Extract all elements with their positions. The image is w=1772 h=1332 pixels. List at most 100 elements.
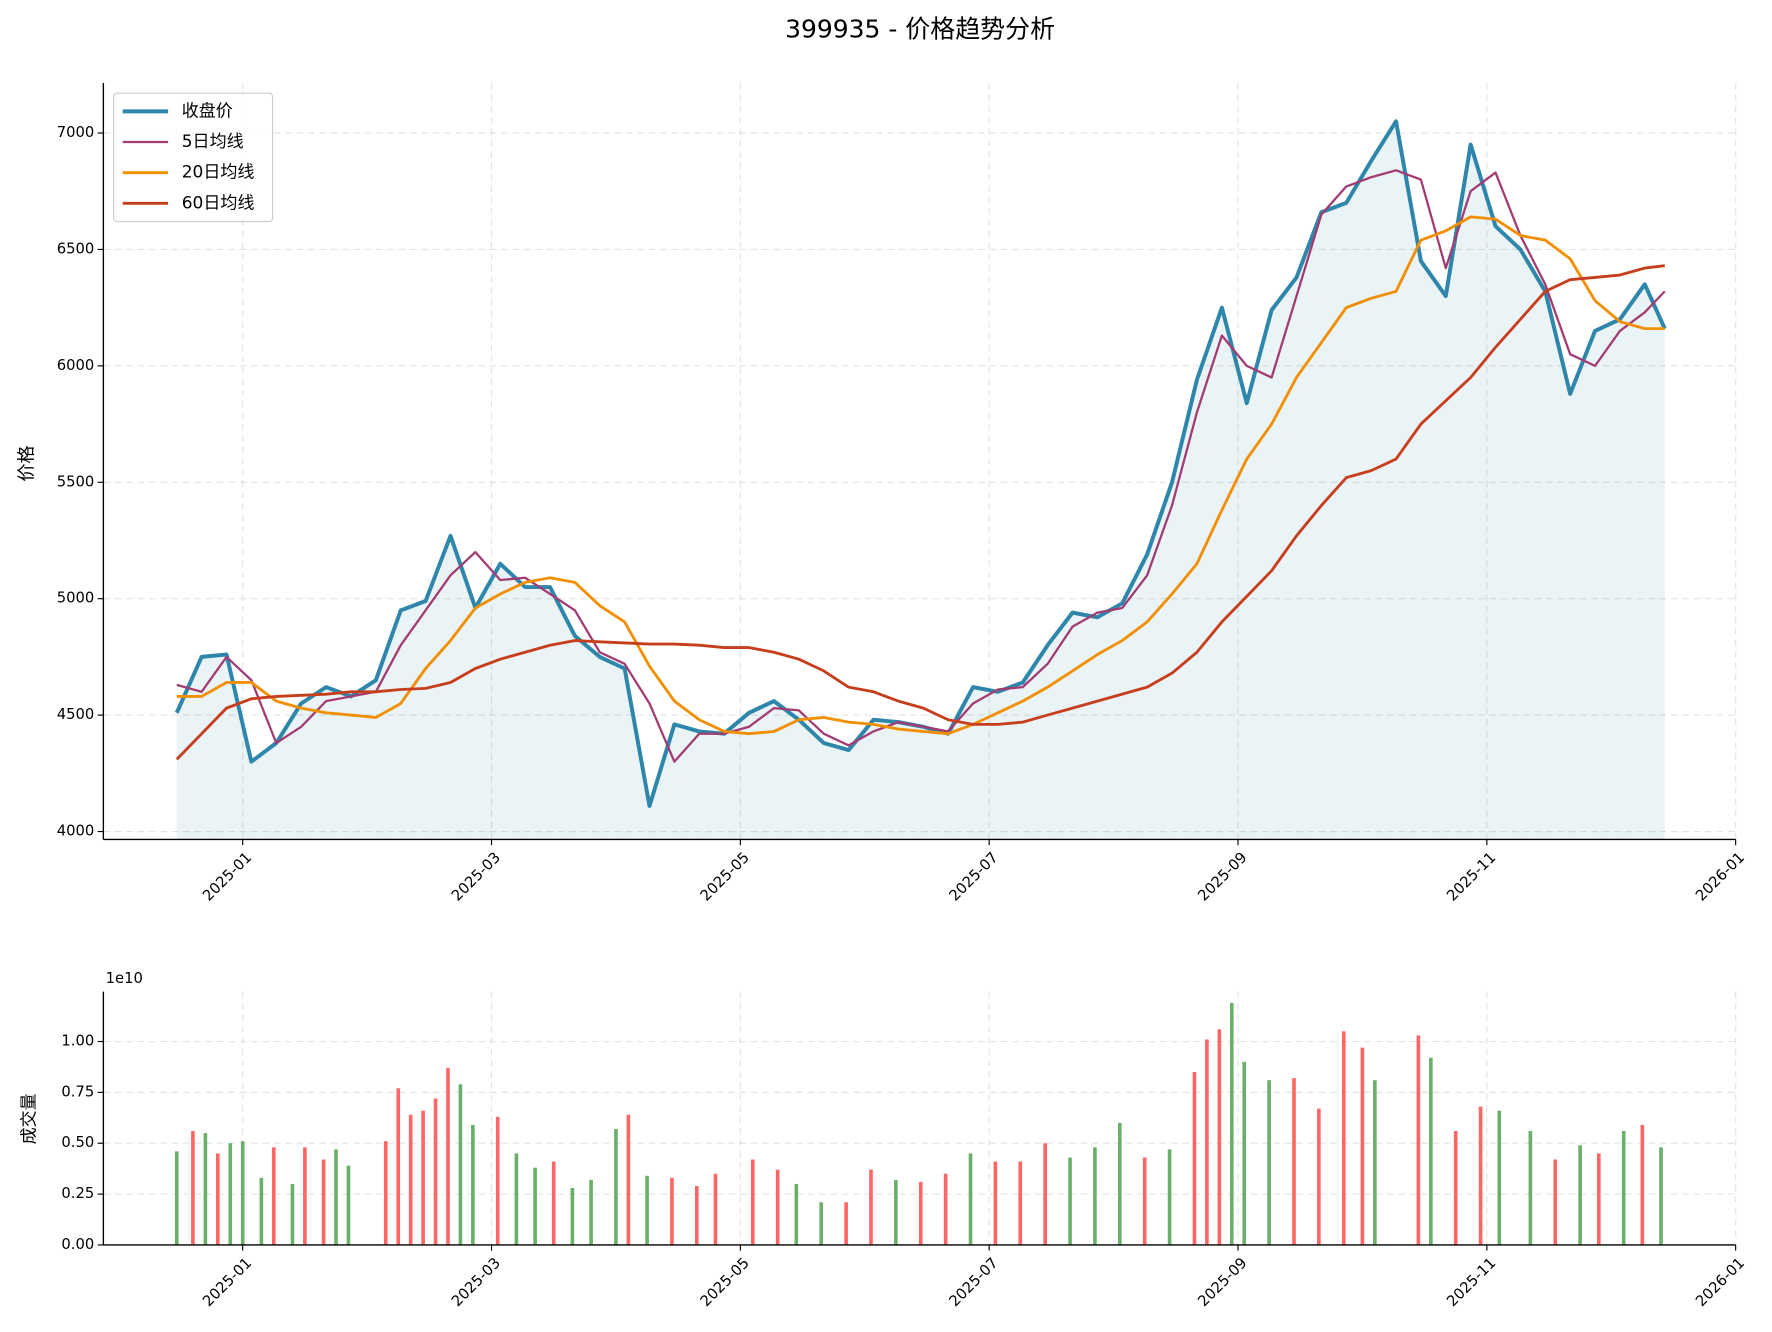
volume-bar: [819, 1202, 824, 1245]
legend: 收盘价 5日均线 20日均线 60日均线: [113, 92, 274, 223]
volume-bar: [1553, 1159, 1558, 1245]
volume-bar: [191, 1131, 195, 1245]
volume-bar: [1217, 1029, 1222, 1245]
volume-bar: [321, 1159, 326, 1245]
volume-bar: [1659, 1147, 1663, 1245]
x-tick-label: 2025-07: [946, 849, 1002, 905]
volume-bar: [1142, 1157, 1147, 1245]
y-tick-label: 6000: [57, 357, 95, 374]
volume-bar: [918, 1181, 923, 1245]
volume-bar: [533, 1167, 537, 1245]
x-tick-label: 2025-05: [697, 849, 753, 905]
volume-bar: [1167, 1149, 1172, 1245]
volume-bar: [1478, 1106, 1483, 1245]
volume-bar: [750, 1159, 755, 1245]
volume-bar: [1621, 1131, 1626, 1245]
x-tick-label: 2026-01: [1693, 1255, 1749, 1311]
volume-bar: [1242, 1061, 1247, 1245]
volume-bar: [495, 1116, 500, 1245]
volume-bar: [203, 1133, 208, 1245]
y-axis-label: 成交量: [20, 1093, 40, 1144]
volume-bar: [1267, 1080, 1271, 1245]
volume-bar: [408, 1114, 413, 1245]
y-tick-label: 6500: [57, 240, 95, 257]
volume-bar: [514, 1153, 519, 1245]
volume-bar: [1528, 1131, 1533, 1245]
y-tick-label: 5000: [57, 590, 95, 607]
volume-bar: [1292, 1078, 1296, 1245]
x-tick-label: 2025-11: [1444, 1255, 1500, 1311]
volume-bar: [1192, 1072, 1197, 1245]
x-tick-label: 2025-09: [1195, 849, 1251, 905]
legend-label: 收盘价: [182, 101, 233, 121]
volume-bar: [240, 1141, 245, 1245]
volume-bar: [346, 1165, 351, 1245]
x-tick-label: 2025-03: [448, 849, 504, 905]
volume-bar: [259, 1177, 264, 1245]
volume-bar: [968, 1153, 973, 1245]
y-tick-label: 0.00: [61, 1236, 94, 1253]
x-tick-label: 2025-01: [200, 849, 256, 905]
x-tick-label: 2026-01: [1693, 849, 1749, 905]
volume-bar: [775, 1169, 780, 1245]
volume-bar: [458, 1084, 463, 1245]
volume-bar: [290, 1183, 295, 1245]
volume-bar: [1360, 1047, 1365, 1245]
price-area: [176, 121, 1665, 840]
y-tick-label: 7000: [57, 124, 95, 141]
volume-bar: [174, 1151, 179, 1245]
volume-bar: [943, 1173, 948, 1245]
volume-bar: [713, 1173, 718, 1245]
volume-bar: [471, 1124, 475, 1245]
volume-bar: [1117, 1122, 1122, 1245]
y-tick-label: 1.00: [61, 1033, 94, 1050]
volume-bar: [645, 1175, 649, 1245]
volume-bar: [1341, 1031, 1346, 1245]
legend-box: [113, 92, 274, 223]
y-tick-label: 5500: [57, 473, 95, 490]
y-tick-label: 0.75: [61, 1083, 94, 1100]
volume-bar: [1018, 1161, 1023, 1245]
series-line: [176, 215, 1665, 736]
y-tick-label: 0.50: [61, 1134, 94, 1151]
legend-label: 5日均线: [182, 132, 244, 152]
volume-bar: [271, 1147, 276, 1245]
volume-bar: [1429, 1057, 1433, 1245]
x-tick-label: 2025-01: [200, 1255, 256, 1311]
volume-bar: [869, 1169, 873, 1245]
volume-bar: [421, 1110, 425, 1245]
volume-bar: [1229, 1002, 1234, 1245]
volume-bar: [844, 1202, 848, 1245]
volume-bar: [894, 1179, 898, 1245]
volume-bar: [334, 1149, 338, 1245]
x-tick-label: 2025-05: [697, 1255, 753, 1311]
volume-bar: [1497, 1110, 1502, 1245]
x-tick-label: 2025-07: [946, 1255, 1002, 1311]
y-axis-label: 价格: [16, 445, 37, 481]
volume-bar: [1596, 1153, 1601, 1245]
y-tick-label: 4000: [57, 823, 95, 840]
volume-bar: [1093, 1147, 1097, 1245]
series-line: [176, 169, 1666, 763]
volume-bar: [551, 1161, 556, 1245]
volume-bar: [1453, 1131, 1458, 1245]
volume-bar: [1317, 1108, 1321, 1245]
series-line: [175, 264, 1665, 761]
volume-bar: [216, 1153, 220, 1245]
volume-bar: [1640, 1124, 1645, 1245]
volume-bar: [670, 1177, 674, 1245]
volume-bar: [396, 1088, 401, 1245]
x-tick-label: 2025-03: [448, 1255, 504, 1311]
legend-label: 20日均线: [182, 163, 255, 183]
volume-bar: [446, 1067, 450, 1245]
volume-bar: [993, 1161, 998, 1245]
volume-bar: [383, 1141, 388, 1245]
x-tick-label: 2025-11: [1444, 849, 1500, 905]
volume-bar: [626, 1114, 631, 1245]
volume-bar: [228, 1143, 233, 1245]
volume-bar: [1578, 1145, 1582, 1245]
volume-bar: [303, 1147, 307, 1245]
y-tick-label: 0.25: [61, 1185, 94, 1202]
volume-bar: [570, 1187, 575, 1245]
